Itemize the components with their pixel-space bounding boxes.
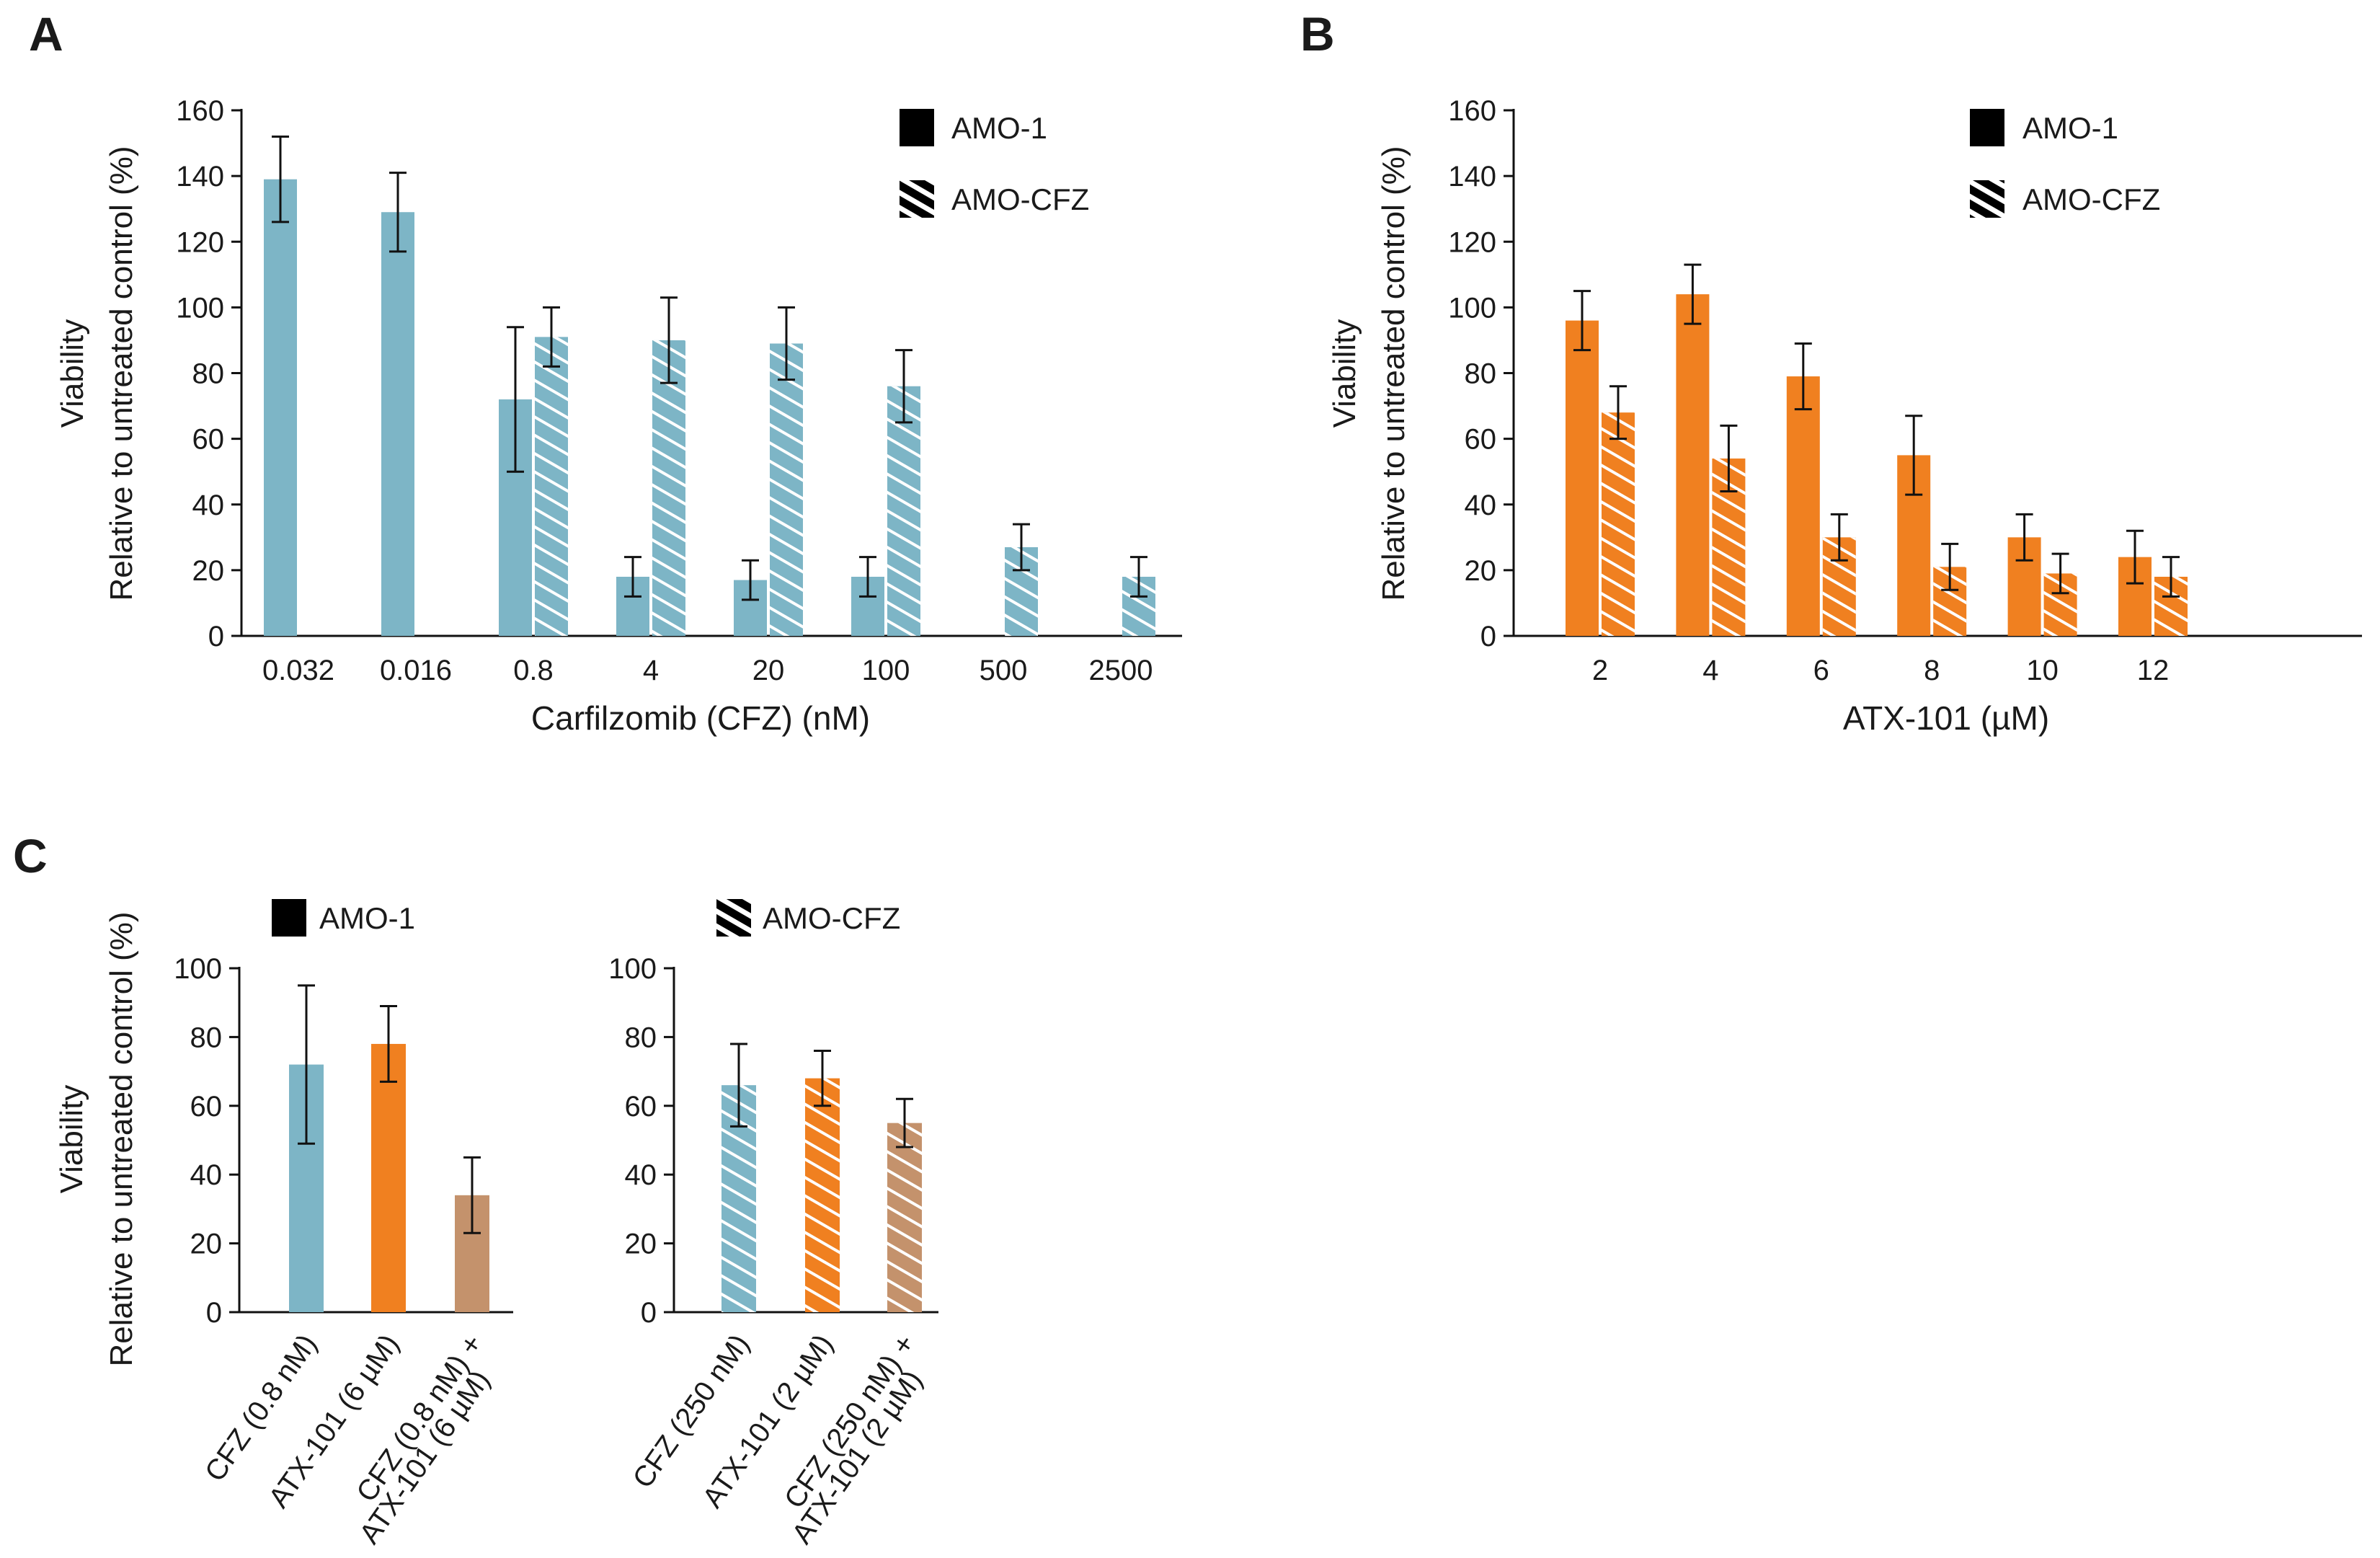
x-tick-label: 0.8 [513, 655, 554, 686]
bar-amo-1 [264, 179, 297, 636]
bar-amo-cfz-hatch [887, 386, 920, 636]
bar-amo-1 [1786, 376, 1820, 636]
y-tick-label: 140 [1448, 161, 1496, 192]
y-tick-label: 0 [1480, 621, 1496, 652]
y-tick-label: 120 [1448, 226, 1496, 258]
bar-amo-1 [381, 212, 414, 636]
x-tick-label: 6 [1813, 655, 1829, 686]
y-tick-label: 60 [625, 1091, 657, 1123]
bar-amo-cfz-hatch [535, 337, 568, 636]
y-tick-label: 60 [1465, 424, 1497, 456]
y-tick-label: 100 [1448, 292, 1496, 324]
y-tick-label: 100 [174, 953, 222, 985]
bar-amo-1 [1676, 294, 1710, 636]
y-axis-label-line1: Viability [1327, 319, 1362, 428]
y-tick-label: 100 [176, 292, 224, 324]
legend-label: AMO-CFZ [763, 901, 900, 935]
panel-label: A [29, 7, 63, 61]
y-tick-label: 0 [206, 1297, 222, 1329]
y-tick-label: 80 [625, 1022, 657, 1053]
y-tick-label: 20 [190, 1229, 223, 1260]
x-tick-label: 2 [1592, 655, 1608, 686]
y-tick-label: 40 [190, 1159, 223, 1191]
legend-label: AMO-1 [319, 901, 415, 935]
legend-label: AMO-1 [951, 111, 1047, 145]
y-tick-label: 0 [208, 621, 224, 652]
legend-swatch-solid [900, 109, 934, 146]
y-tick-label: 80 [1465, 358, 1497, 390]
panel-c-amo1-chart: C 0 20 40 60 80 100 Viability Relative to untrea… [13, 829, 513, 1549]
x-tick-label: 8 [1924, 655, 1940, 686]
y-tick-label: 100 [608, 953, 657, 985]
bar-hatch [805, 1078, 840, 1312]
y-tick-label: 20 [625, 1229, 657, 1260]
x-axis-label: ATX-101 (µM) [1843, 699, 2049, 737]
bar-amo-cfz-hatch [1602, 412, 1635, 636]
x-tick-label: 4 [1702, 655, 1718, 686]
x-axis-label: Carfilzomib (CFZ) (nM) [531, 699, 870, 737]
x-tick-label: 0.032 [262, 655, 334, 686]
y-axis-label-line2: Relative to untreated control (%) [104, 146, 139, 601]
y-tick-label: 160 [1448, 95, 1496, 127]
x-tick-label: 500 [980, 655, 1028, 686]
y-tick-label: 80 [192, 358, 225, 390]
panel-b-chart: B 0 20 40 60 80 100 120 140 160 Viability Relative … [1300, 7, 2362, 737]
y-axis-label-line2: Relative to untreated control (%) [104, 912, 139, 1367]
bar-amo-cfz-hatch [652, 340, 685, 636]
bar [371, 1043, 406, 1312]
y-axis-label-line1: Viability [54, 1085, 89, 1194]
legend-swatch-hatch-lines [900, 180, 934, 218]
x-tick-label: 2500 [1089, 655, 1153, 686]
bar-hatch [887, 1123, 922, 1312]
y-tick-label: 80 [190, 1022, 223, 1053]
legend-swatch-solid [1970, 109, 2004, 146]
bar-amo-cfz-hatch [770, 343, 803, 636]
y-tick-label: 40 [1465, 490, 1497, 521]
x-tick-label: 100 [862, 655, 910, 686]
x-tick-label: 12 [2137, 655, 2170, 686]
y-tick-label: 20 [1465, 555, 1497, 587]
legend-label: AMO-1 [2022, 111, 2118, 145]
y-tick-label: 140 [176, 161, 224, 192]
bar-amo-1 [1566, 320, 1599, 636]
y-tick-label: 40 [192, 490, 225, 521]
panel-label: B [1300, 7, 1335, 61]
y-tick-label: 20 [192, 555, 225, 587]
y-tick-label: 160 [176, 95, 224, 127]
y-tick-label: 120 [176, 226, 224, 258]
legend-swatch-hatch-lines [1970, 180, 2004, 218]
y-tick-label: 0 [641, 1297, 657, 1329]
x-tick-label: 0.016 [380, 655, 452, 686]
x-tick-label: 10 [2026, 655, 2059, 686]
legend-label: AMO-CFZ [951, 182, 1089, 216]
y-tick-label: 60 [190, 1091, 223, 1123]
y-tick-label: 40 [625, 1159, 657, 1191]
panel-a-chart: A 0 20 40 60 80 100 120 140 160 Viability Relative … [29, 7, 1182, 737]
x-tick-label: 20 [752, 655, 785, 686]
y-axis-label-line1: Viability [55, 319, 90, 428]
legend-swatch-solid [272, 899, 306, 937]
y-tick-label: 60 [192, 424, 225, 456]
y-axis-label-line2: Relative to untreated control (%) [1376, 146, 1411, 601]
panel-label: C [13, 829, 48, 882]
x-tick-label: 4 [643, 655, 659, 686]
legend-swatch-hatch-lines [716, 899, 751, 937]
legend-label: AMO-CFZ [2022, 182, 2160, 216]
